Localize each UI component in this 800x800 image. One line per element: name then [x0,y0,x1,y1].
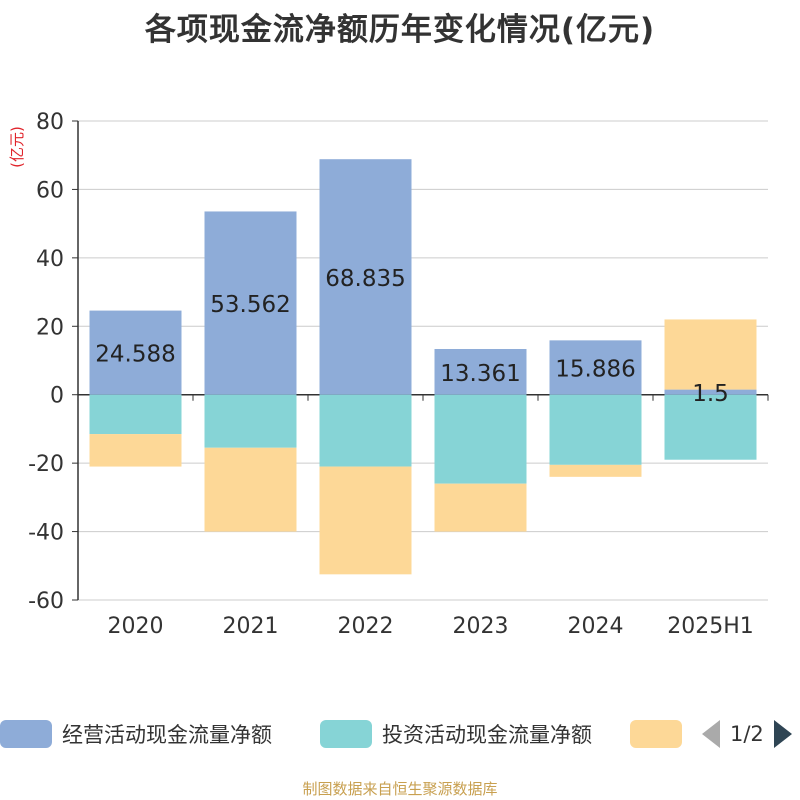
y-tick-label: -40 [28,521,64,546]
legend-item-operating[interactable]: 经营活动现金流量净额 [0,712,272,756]
data-label: 68.835 [325,266,405,292]
bar-series1-2021[interactable] [204,211,297,395]
x-tick-label: 2020 [108,614,164,639]
bar-series2-2024[interactable] [549,394,642,465]
bar-chart: 80 60 40 20 0 -20 -40 -60 (亿元) 24.588 53.562 68.835… [8,110,769,639]
bar-series2-2023[interactable] [434,394,527,484]
data-label: 53.562 [210,292,290,318]
y-axis-label: (亿元) [8,126,26,168]
x-tick-label: 2025H1 [667,614,754,639]
bar-series3-2025h1[interactable] [664,319,757,390]
legend-prev-page-icon[interactable] [702,720,720,748]
bar-series3-2022[interactable] [319,466,412,575]
x-tick-label: 2024 [568,614,624,639]
bar-series2-2022[interactable] [319,394,412,467]
legend-swatch-third [630,720,682,748]
y-tick-label: 0 [50,384,64,409]
data-label: 1.5 [692,381,729,407]
y-tick-label: 20 [36,315,64,340]
bar-series3-2024[interactable] [549,464,642,477]
legend-page-indicator: 1/2 [730,722,764,746]
bar-series1-2024[interactable] [549,340,642,395]
bar-series1-2020[interactable] [89,310,182,395]
y-tick-label: 80 [36,110,64,135]
x-tick-label: 2021 [223,614,279,639]
legend-label-operating: 经营活动现金流量净额 [62,723,272,747]
x-tick-label: 2023 [453,614,509,639]
data-label: 15.886 [555,357,635,383]
chart-title: 各项现金流净额历年变化情况(亿元) [144,12,656,48]
x-tick-label: 2022 [338,614,394,639]
bar-series3-2020[interactable] [89,434,182,467]
legend-swatch-operating [0,720,52,748]
legend-next-page-icon[interactable] [773,720,792,748]
legend-swatch-investing [320,720,372,748]
y-tick-label: -60 [28,589,64,614]
legend-label-investing: 投资活动现金流量净额 [382,723,592,747]
data-label: 13.361 [440,361,520,387]
y-tick-label: 40 [36,247,64,272]
legend: 经营活动现金流量净额 投资活动现金流量净额 1/2 [0,712,800,756]
data-source-note: 制图数据来自恒生聚源数据库 [302,780,498,798]
y-tick-label: 60 [36,178,64,203]
bar-series1-2022[interactable] [319,159,412,395]
bar-series3-2021[interactable] [204,447,297,532]
legend-item-third[interactable] [630,712,682,756]
legend-item-investing[interactable]: 投资活动现金流量净额 [320,712,592,756]
bar-series1-2023[interactable] [434,349,527,395]
bar-series2-2021[interactable] [204,394,297,448]
bar-series2-2020[interactable] [89,394,182,435]
bar-series3-2023[interactable] [434,483,527,532]
bar-series1-2025h1[interactable] [664,389,757,395]
data-label: 24.588 [95,342,175,368]
bar-series2-2025h1[interactable] [664,394,757,460]
y-tick-label: -20 [28,452,64,477]
legend-pager: 1/2 [702,712,792,756]
